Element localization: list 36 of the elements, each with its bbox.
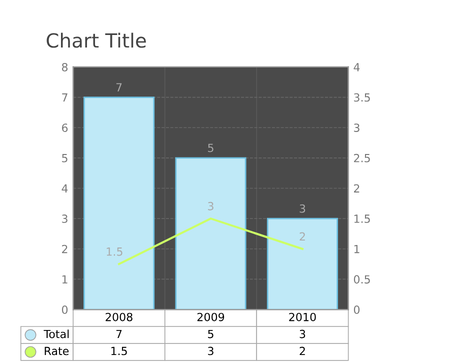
y-tick-label: 4 [62,184,68,192]
x-tick-label: 2009 [197,312,224,322]
y2-tick-label: 3.5 [354,93,370,102]
data-label: 7 [116,330,122,338]
x-tick-label: 2008 [106,312,132,322]
y-tick-label: 8 [62,62,68,72]
y-tick-label: 2 [62,244,68,254]
y-tick-label: 5 [62,154,68,162]
y2-tick-label: 3 [354,124,360,132]
data-label: 5 [208,330,214,338]
x-tick-label: 2010 [289,312,316,322]
y2-tick-label: 1 [354,244,360,254]
y2-tick-label: 2 [354,184,360,192]
y2-tick-label: 1.5 [354,214,370,223]
y-tick-label: 0 [62,305,68,314]
legend-label: Total [44,330,69,338]
text: 5 [208,144,214,152]
y-tick-label: 6 [62,124,68,132]
y-tick-label: 3 [62,214,68,223]
text: 3 [208,202,214,210]
y2-tick-label: 0 [354,305,360,314]
data-label: 3 [208,346,214,356]
y2-tick-label: 0.5 [354,275,370,284]
y2-tick-label: 2.5 [354,154,370,162]
legend-label: Rate [44,346,69,356]
data-label: 3 [300,330,306,338]
text: 3 [300,204,306,213]
y-tick-label: 7 [62,93,68,102]
y2-tick-label: 4 [354,63,360,72]
y-tick-label: 1 [62,275,68,284]
text: 2 [300,232,305,240]
data-label: 1.5 [111,346,127,356]
text: 1.5 [106,248,122,256]
text: 7 [116,83,122,92]
chart-title: Chart Title [46,32,146,48]
data-label: 2 [300,346,305,356]
